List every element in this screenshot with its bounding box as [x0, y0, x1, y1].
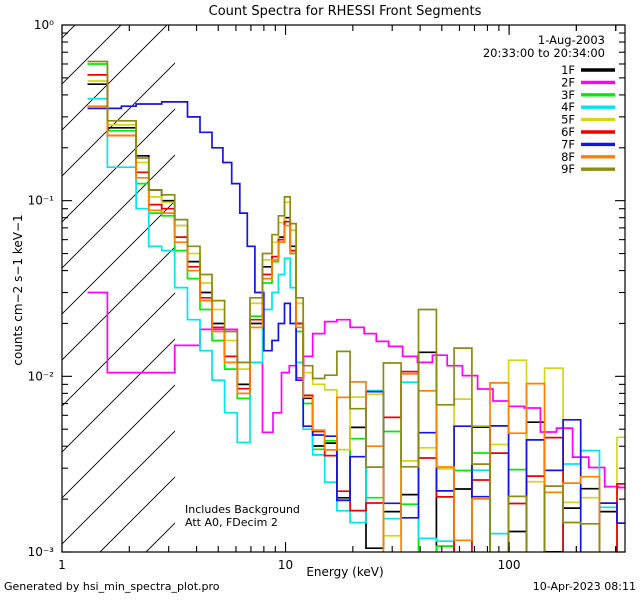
- x-axis-label: Energy (keV): [306, 565, 383, 579]
- hatch-line: [99, 476, 175, 552]
- observation-date: 1-Aug-2003: [538, 33, 605, 47]
- hatch-line: [62, 430, 175, 545]
- legend-label-3f: 3F: [561, 88, 575, 102]
- page-title: Count Spectra for RHESSI Front Segments: [209, 4, 482, 19]
- legend-label-6f: 6F: [561, 125, 575, 139]
- hatch-line: [62, 292, 175, 407]
- legend-label-1f: 1F: [561, 63, 575, 77]
- footer-generator: Generated by hsi_min_spectra_plot.pro: [4, 580, 220, 593]
- hatch-line: [238, 25, 640, 552]
- hatch-line: [514, 25, 640, 552]
- x-tick-label: 10: [278, 558, 293, 572]
- hatch-line: [330, 25, 640, 552]
- y-axis-label: counts cm−2 s−1 keV−1: [11, 214, 25, 365]
- legend-label-9f: 9F: [561, 162, 575, 176]
- hatch-line: [62, 338, 175, 453]
- y-tick-labels: 10⁰ 10⁻¹ 10⁻² 10⁻³: [28, 18, 55, 559]
- footer-timestamp: 10-Apr-2023 08:11: [533, 580, 636, 593]
- legend-label-4f: 4F: [561, 100, 575, 114]
- hatch-line: [468, 25, 640, 552]
- y-tick-label: 10⁻¹: [28, 194, 55, 208]
- annotation-background: Includes Background: [185, 503, 300, 516]
- legend-label-8f: 8F: [561, 150, 575, 164]
- hatch-line: [62, 384, 175, 499]
- observation-time-range: 20:33:00 to 20:34:00: [483, 46, 605, 60]
- hatch-line: [62, 200, 175, 315]
- x-tick-label: 100: [498, 558, 521, 572]
- hatch-line: [606, 25, 640, 552]
- spectrum-curve-8f: [87, 105, 601, 552]
- legend-label-7f: 7F: [561, 137, 575, 151]
- y-tick-label: 10⁰: [34, 18, 54, 32]
- axis-frame: [61, 24, 626, 553]
- spectra-curves: [87, 60, 625, 552]
- legend-label-5f: 5F: [561, 113, 575, 127]
- x-tick-label: 1: [58, 558, 66, 572]
- plot-axes: [61, 24, 626, 553]
- y-tick-label: 10⁻²: [28, 369, 55, 383]
- spectrum-curve-9f: [87, 60, 601, 552]
- y-tick-label: 10⁻³: [28, 545, 55, 559]
- x-tick-labels: 1 10 100: [58, 558, 520, 572]
- spectrum-curve-2f: [87, 291, 625, 489]
- annotation-attenuator: Att A0, FDecim 2: [185, 516, 278, 529]
- hatch-line: [62, 246, 175, 361]
- spectrum-curve-7f: [87, 101, 625, 552]
- excluded-band-hatching: [62, 25, 640, 552]
- hatch-line: [62, 62, 175, 177]
- spectrum-curve-5f: [87, 80, 625, 552]
- hatch-line: [62, 25, 168, 131]
- spectrum-curve-4f: [87, 97, 618, 552]
- legend-label-2f: 2F: [561, 75, 575, 89]
- hatch-line: [62, 108, 175, 223]
